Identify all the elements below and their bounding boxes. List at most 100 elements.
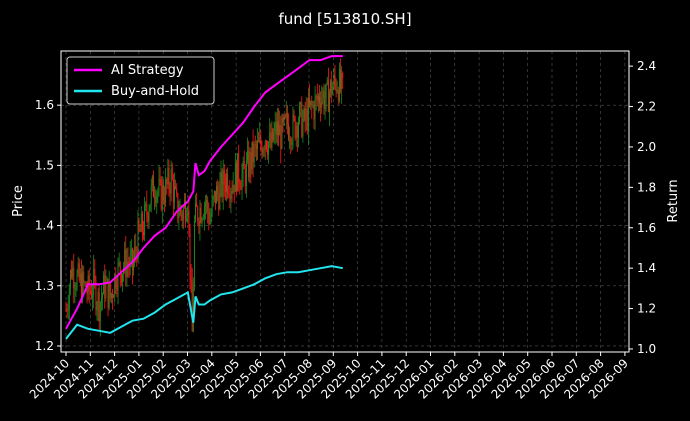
candle-body xyxy=(319,95,320,104)
candle-body xyxy=(245,160,247,186)
candle-body xyxy=(321,97,323,108)
candle-body xyxy=(330,80,332,94)
legend-label-buy-and-hold: Buy-and-Hold xyxy=(111,84,199,99)
candle-body xyxy=(210,214,212,221)
candle-body xyxy=(270,132,272,148)
candle-body xyxy=(133,259,134,270)
candle-body xyxy=(144,206,146,236)
candle-body xyxy=(247,150,248,161)
chart-title: fund [513810.SH] xyxy=(278,10,411,28)
candle-body xyxy=(82,271,84,300)
candle-body xyxy=(84,282,86,284)
right-tick-label: 1.8 xyxy=(637,180,656,194)
candle-body xyxy=(248,150,250,178)
candle-body xyxy=(176,188,178,194)
candle-body xyxy=(89,290,91,292)
candle-body xyxy=(108,283,110,309)
candle-body xyxy=(258,140,260,142)
candle-body xyxy=(242,161,244,174)
candle-body xyxy=(316,95,318,101)
candle-body xyxy=(195,203,196,221)
candle-body xyxy=(310,100,312,105)
candle-body xyxy=(255,144,257,149)
candle-body xyxy=(110,293,112,299)
candle-body xyxy=(68,287,70,309)
candle-body xyxy=(243,161,245,170)
candle-body xyxy=(135,246,137,252)
candle-body xyxy=(116,287,118,291)
candle-body xyxy=(78,263,80,281)
candle-body xyxy=(119,262,121,275)
candle-body xyxy=(217,186,219,194)
candle-body xyxy=(91,291,92,298)
candle-body xyxy=(325,83,327,100)
candle-body xyxy=(182,207,184,221)
candle-body xyxy=(284,115,286,118)
candle-body xyxy=(154,196,156,198)
candle-body xyxy=(180,207,182,214)
candle-body xyxy=(244,169,246,186)
candle-body xyxy=(329,93,330,112)
candle-body xyxy=(291,141,293,145)
x-axis: 2024-102024-112024-122025-012025-022025-… xyxy=(27,352,631,402)
candle-body xyxy=(265,141,267,150)
candle-body xyxy=(150,185,152,205)
candle-body xyxy=(200,207,202,223)
candle-body xyxy=(131,248,133,270)
candle-body xyxy=(283,115,285,123)
candle-body xyxy=(127,261,129,265)
candle-body xyxy=(106,278,108,283)
left-axis-label: Price xyxy=(11,185,26,217)
candle-body xyxy=(161,184,163,210)
candle-body xyxy=(71,270,72,278)
candle-body xyxy=(145,204,147,207)
candle-body xyxy=(192,286,194,332)
candle-body xyxy=(172,179,174,203)
candle-body xyxy=(93,268,95,296)
candle-body xyxy=(269,132,271,143)
series-line-buy-and-hold xyxy=(65,265,343,340)
candle-body xyxy=(189,223,191,277)
candle-body xyxy=(149,204,151,211)
candle-body xyxy=(179,207,181,216)
candle-body xyxy=(239,182,241,188)
candle-body xyxy=(138,219,140,229)
candle-body xyxy=(118,262,120,264)
candle-body xyxy=(299,104,301,123)
candle-body xyxy=(130,248,132,255)
right-tick-label: 2.0 xyxy=(637,140,656,154)
candle-body xyxy=(223,169,225,186)
candle-body xyxy=(141,213,143,232)
candle-body xyxy=(262,149,264,156)
candle-body xyxy=(148,210,150,222)
candle-body xyxy=(312,105,314,107)
candle-body xyxy=(338,69,340,101)
candle-body xyxy=(257,140,258,149)
candle-body xyxy=(301,102,303,137)
candle-body xyxy=(273,131,275,141)
left-tick-label: 1.5 xyxy=(35,158,54,172)
candle-body xyxy=(233,184,235,192)
left-tick-label: 1.2 xyxy=(35,339,54,353)
candle-body xyxy=(86,291,88,294)
candle-body xyxy=(276,121,278,135)
candle-body xyxy=(99,302,101,322)
candle-body xyxy=(67,308,69,311)
candle-body xyxy=(337,89,339,101)
candle-body xyxy=(191,281,193,332)
candle-body xyxy=(216,186,218,204)
candle-body xyxy=(177,193,179,218)
candle-body xyxy=(298,122,299,138)
candle-body xyxy=(164,199,165,203)
candle-body xyxy=(317,95,319,101)
candle-body xyxy=(335,81,337,92)
right-axis-label: Return xyxy=(666,179,681,222)
candle-body xyxy=(187,210,189,218)
candle-body xyxy=(296,125,298,138)
candle-body xyxy=(157,190,159,194)
candle-body xyxy=(92,295,94,298)
left-axis: 1.2 1.3 1.4 1.5 1.6 xyxy=(35,98,61,353)
candle-body xyxy=(280,125,282,149)
candle-body xyxy=(146,204,148,215)
